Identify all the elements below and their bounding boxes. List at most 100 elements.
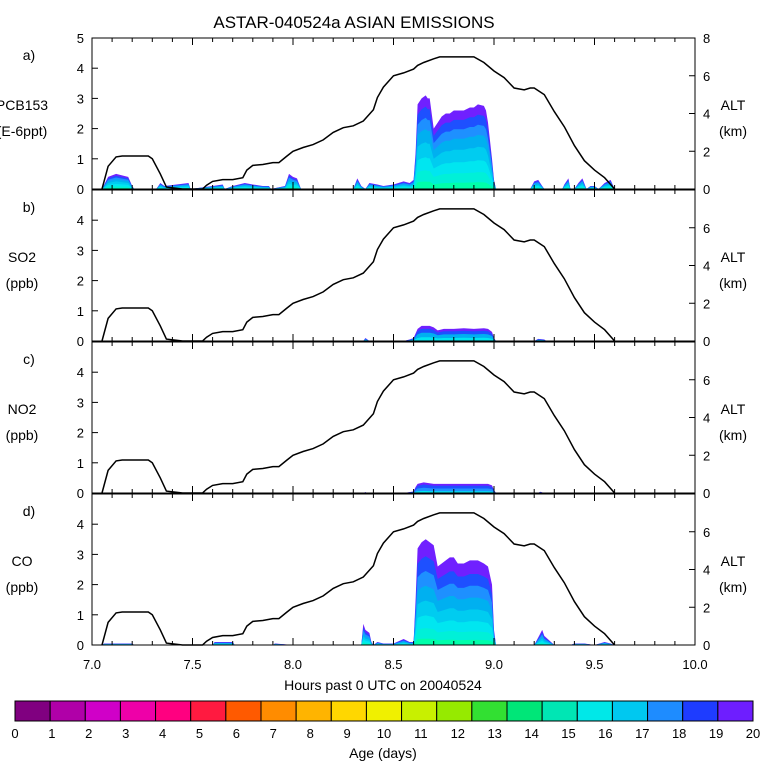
colorbar-cell-9 bbox=[330, 700, 367, 722]
colorbar-tick-15: 15 bbox=[561, 726, 575, 741]
y-tick-label-a-5: 5 bbox=[77, 31, 84, 46]
colorbar-cell-8 bbox=[295, 700, 332, 722]
panel-b: 0 1 2 3 4 0 2 4 6 b) SO2 (ppb) ALT (km) bbox=[6, 189, 747, 349]
colorbar-cell-19 bbox=[682, 700, 719, 722]
alt-tick-label-a-6: 6 bbox=[703, 69, 710, 84]
age-band-a-5 bbox=[102, 117, 615, 189]
age-band-a-7 bbox=[102, 95, 615, 189]
colorbar-tick-6: 6 bbox=[233, 726, 240, 741]
colorbar-tick-14: 14 bbox=[524, 726, 538, 741]
colorbar-cell-1 bbox=[49, 700, 86, 722]
colorbar-cell-6 bbox=[225, 700, 262, 722]
panel-c: 0 1 2 3 4 0 2 4 6 c) NO2 (ppb) ALT (km) bbox=[6, 341, 747, 501]
colorbar-tick-18: 18 bbox=[672, 726, 686, 741]
alt-tick-label-d-2: 2 bbox=[703, 600, 710, 615]
alt-tick-label-b-4: 4 bbox=[703, 259, 710, 274]
alt-tick-label-a-4: 4 bbox=[703, 107, 710, 122]
colorbar-tick-11: 11 bbox=[414, 726, 428, 741]
x-tick-label-9.0: 9.0 bbox=[485, 657, 503, 672]
y-tick-label-d-4: 4 bbox=[77, 517, 84, 532]
colorbar-cell-7 bbox=[260, 700, 297, 722]
colorbar-tick-20: 20 bbox=[746, 726, 760, 741]
x-tick-label-7.5: 7.5 bbox=[183, 657, 201, 672]
panel-quantity-b: SO2 bbox=[8, 249, 36, 265]
age-band-a-4 bbox=[102, 129, 615, 189]
colorbar-cell-14 bbox=[506, 700, 543, 722]
alt-tick-label-a-0: 0 bbox=[703, 182, 710, 197]
alt-tick-label-b-2: 2 bbox=[703, 296, 710, 311]
plot-frame-a bbox=[91, 37, 696, 190]
colorbar-cell-18 bbox=[647, 700, 684, 722]
age-band-a-6 bbox=[102, 106, 615, 189]
alt-tick-label-d-6: 6 bbox=[703, 525, 710, 540]
y-tick-label-a-3: 3 bbox=[77, 91, 84, 106]
y-tick-label-a-1: 1 bbox=[77, 152, 84, 167]
age-band-d-0 bbox=[102, 638, 615, 645]
panel-d: 0 1 2 3 4 0 2 4 6 d) CO (ppb) ALT (km) bbox=[6, 493, 747, 653]
alt-units-b: (km) bbox=[719, 275, 747, 291]
plot-frame-d bbox=[91, 493, 696, 646]
alt-tick-label-b-6: 6 bbox=[703, 221, 710, 236]
altitude-line-a bbox=[101, 56, 616, 190]
alt-units-d: (km) bbox=[719, 579, 747, 595]
y-tick-label-c-3: 3 bbox=[77, 395, 84, 410]
colorbar-cell-0 bbox=[14, 700, 51, 722]
altitude-line-c bbox=[101, 360, 616, 494]
alt-tick-label-d-0: 0 bbox=[703, 638, 710, 653]
y-tick-label-d-0: 0 bbox=[77, 638, 84, 653]
alt-label-a: ALT bbox=[721, 97, 746, 113]
colorbar: 0 1 2 3 4 5 6 7 8 9 10 11 12 13 14 15 16 17 18 19 20 bbox=[11, 700, 760, 741]
colorbar-tick-3: 3 bbox=[122, 726, 129, 741]
panel-units-a: (E-6ppt) bbox=[0, 123, 47, 139]
alt-tick-label-c-2: 2 bbox=[703, 448, 710, 463]
colorbar-cell-3 bbox=[119, 700, 157, 722]
colorbar-tick-12: 12 bbox=[451, 726, 465, 741]
age-band-d-7 bbox=[102, 539, 615, 645]
colorbar-tick-9: 9 bbox=[343, 726, 350, 741]
x-axis-label: Hours past 0 UTC on 20040524 bbox=[284, 677, 482, 693]
altitude-line-d bbox=[101, 512, 616, 646]
alt-label-d: ALT bbox=[721, 553, 746, 569]
panel-letter-b: b) bbox=[23, 199, 35, 215]
x-tick-label-9.5: 9.5 bbox=[585, 657, 603, 672]
chart-title: ASTAR-040524a ASIAN EMISSIONS bbox=[213, 13, 494, 32]
y-tick-label-a-0: 0 bbox=[77, 182, 84, 197]
alt-tick-label-a-2: 2 bbox=[703, 144, 710, 159]
y-tick-label-d-1: 1 bbox=[77, 608, 84, 623]
alt-label-c: ALT bbox=[721, 401, 746, 417]
x-tick-label-7.0: 7.0 bbox=[83, 657, 101, 672]
y-tick-label-b-0: 0 bbox=[77, 334, 84, 349]
panel-units-c: (ppb) bbox=[6, 427, 39, 443]
colorbar-tick-10: 10 bbox=[377, 726, 391, 741]
alt-units-c: (km) bbox=[719, 427, 747, 443]
colorbar-tick-4: 4 bbox=[159, 726, 166, 741]
colorbar-tick-5: 5 bbox=[196, 726, 203, 741]
panel-letter-d: d) bbox=[23, 503, 35, 519]
y-tick-label-b-1: 1 bbox=[77, 304, 84, 319]
y-tick-label-a-2: 2 bbox=[77, 122, 84, 137]
colorbar-cell-10 bbox=[365, 700, 403, 722]
panel-letter-a: a) bbox=[23, 47, 35, 63]
age-band-d-3 bbox=[102, 600, 615, 645]
x-tick-label-8.5: 8.5 bbox=[384, 657, 402, 672]
x-tick-label-8.0: 8.0 bbox=[284, 657, 302, 672]
panel-letter-c: c) bbox=[23, 351, 35, 367]
colorbar-tick-16: 16 bbox=[598, 726, 612, 741]
colorbar-tick-1: 1 bbox=[48, 726, 55, 741]
y-tick-label-b-3: 3 bbox=[77, 243, 84, 258]
y-tick-label-d-2: 2 bbox=[77, 578, 84, 593]
plot-frame-c bbox=[91, 341, 696, 494]
panel-a: 0 1 2 3 4 5 0 2 4 6 8 a) PCB153 (E-6ppt) ALT (km) bbox=[0, 31, 747, 197]
colorbar-tick-8: 8 bbox=[307, 726, 314, 741]
colorbar-cell-15 bbox=[541, 700, 578, 722]
y-tick-label-c-1: 1 bbox=[77, 456, 84, 471]
colorbar-cell-20 bbox=[717, 700, 754, 722]
age-band-a-0 bbox=[102, 181, 615, 189]
panel-quantity-a: PCB153 bbox=[0, 97, 48, 113]
colorbar-tick-7: 7 bbox=[270, 726, 277, 741]
colorbar-tick-13: 13 bbox=[487, 726, 501, 741]
alt-tick-label-c-4: 4 bbox=[703, 411, 710, 426]
colorbar-cell-2 bbox=[84, 700, 121, 722]
alt-label-b: ALT bbox=[721, 249, 746, 265]
